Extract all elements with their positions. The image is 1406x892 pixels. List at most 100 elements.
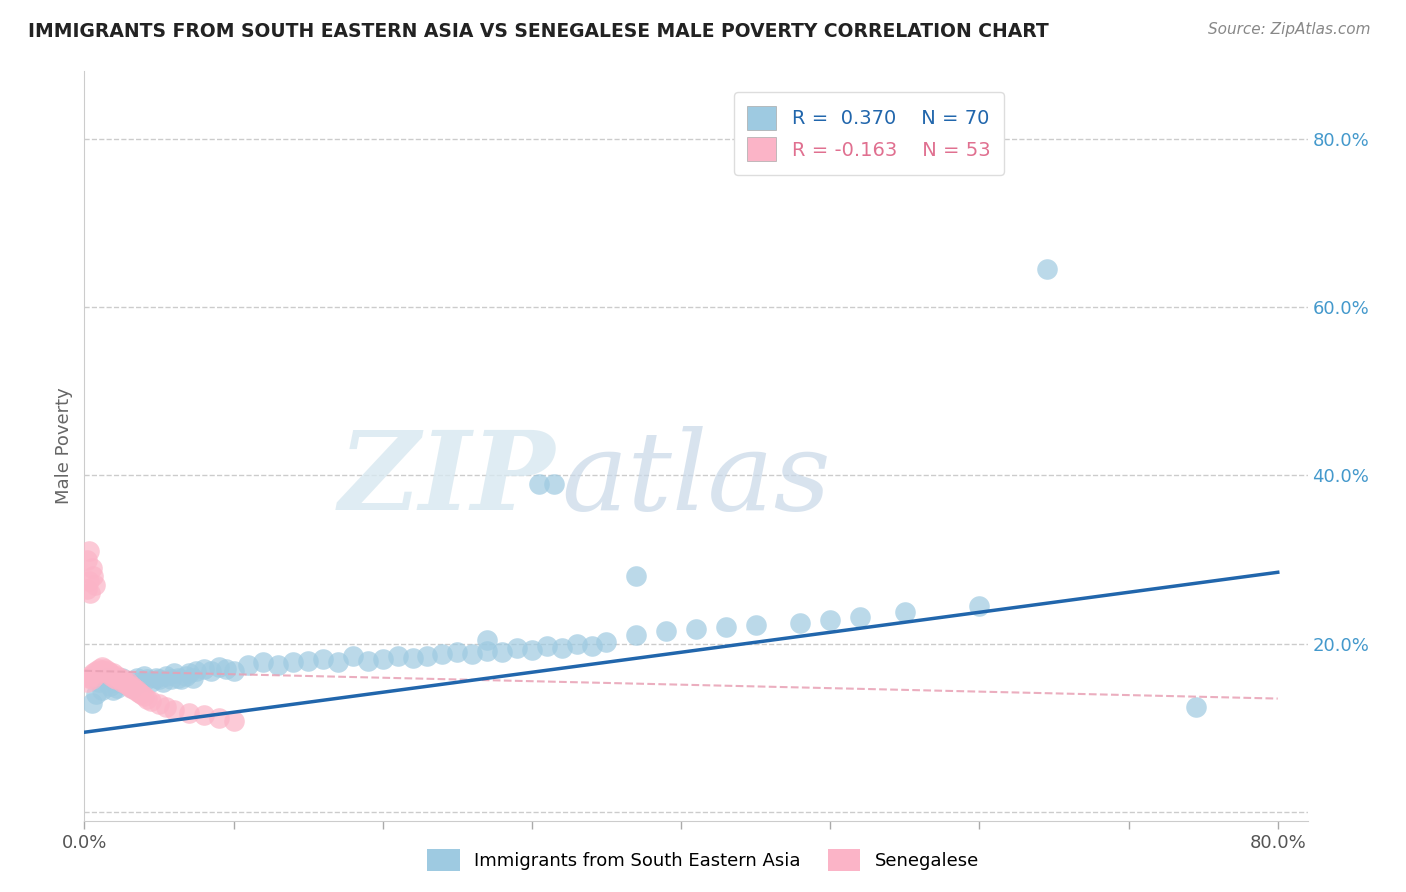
- Point: [100, 669, 122, 683]
- Point: [76, 674, 98, 689]
- Point: [121, 681, 143, 695]
- Point: [98, 679, 121, 693]
- Point: [297, 654, 319, 668]
- Point: [565, 637, 588, 651]
- Point: [520, 642, 543, 657]
- Point: [529, 476, 551, 491]
- Point: [416, 649, 439, 664]
- Point: [89, 662, 111, 676]
- Point: [103, 674, 125, 689]
- Point: [76, 552, 98, 566]
- Point: [79, 669, 101, 683]
- Point: [101, 683, 124, 698]
- Point: [207, 711, 229, 725]
- Y-axis label: Male Poverty: Male Poverty: [55, 388, 73, 504]
- Point: [83, 578, 105, 592]
- Point: [79, 586, 101, 600]
- Point: [141, 694, 163, 708]
- Point: [90, 664, 112, 678]
- Point: [155, 669, 177, 683]
- Point: [94, 662, 117, 676]
- Point: [551, 641, 574, 656]
- Point: [283, 656, 305, 670]
- Point: [84, 687, 107, 701]
- Point: [91, 660, 114, 674]
- Point: [89, 674, 111, 689]
- Point: [111, 671, 134, 685]
- Point: [118, 674, 141, 689]
- Point: [111, 674, 134, 689]
- Point: [136, 691, 159, 706]
- Text: Source: ZipAtlas.com: Source: ZipAtlas.com: [1208, 22, 1371, 37]
- Text: IMMIGRANTS FROM SOUTH EASTERN ASIA VS SENEGALESE MALE POVERTY CORRELATION CHART: IMMIGRANTS FROM SOUTH EASTERN ASIA VS SE…: [28, 22, 1049, 41]
- Point: [91, 683, 114, 698]
- Point: [163, 702, 186, 716]
- Point: [312, 652, 335, 666]
- Point: [167, 671, 190, 685]
- Point: [122, 681, 145, 695]
- Legend: Immigrants from South Eastern Asia, Senegalese: Immigrants from South Eastern Asia, Sene…: [420, 842, 986, 879]
- Point: [267, 657, 290, 672]
- Point: [357, 654, 380, 668]
- Point: [506, 641, 529, 656]
- Point: [105, 669, 128, 683]
- Point: [112, 672, 135, 686]
- Point: [117, 674, 139, 689]
- Point: [97, 664, 120, 678]
- Point: [849, 610, 872, 624]
- Point: [98, 666, 121, 681]
- Point: [108, 672, 131, 686]
- Point: [252, 656, 274, 670]
- Point: [475, 632, 498, 647]
- Point: [96, 671, 118, 685]
- Point: [200, 664, 222, 678]
- Point: [128, 686, 150, 700]
- Point: [177, 666, 200, 681]
- Point: [181, 671, 204, 685]
- Point: [77, 574, 100, 588]
- Point: [155, 700, 177, 714]
- Point: [186, 664, 208, 678]
- Point: [163, 666, 186, 681]
- Point: [129, 687, 152, 701]
- Point: [326, 656, 349, 670]
- Point: [222, 664, 245, 678]
- Point: [148, 698, 170, 712]
- Point: [401, 651, 423, 665]
- Point: [80, 561, 103, 575]
- Point: [491, 645, 513, 659]
- Point: [193, 708, 215, 723]
- Point: [818, 613, 841, 627]
- Point: [536, 639, 558, 653]
- Point: [114, 677, 136, 691]
- Text: ZIP: ZIP: [339, 426, 555, 533]
- Point: [115, 677, 138, 691]
- Point: [1035, 262, 1057, 277]
- Point: [136, 672, 159, 686]
- Point: [238, 657, 260, 672]
- Point: [152, 674, 174, 689]
- Text: atlas: atlas: [561, 426, 831, 533]
- Point: [461, 647, 484, 661]
- Point: [543, 476, 565, 491]
- Point: [101, 666, 124, 681]
- Point: [655, 624, 678, 639]
- Point: [170, 672, 193, 686]
- Point: [125, 671, 148, 685]
- Point: [174, 669, 197, 683]
- Point: [80, 672, 103, 686]
- Point: [371, 652, 394, 666]
- Point: [969, 599, 991, 613]
- Point: [132, 669, 155, 683]
- Point: [103, 671, 125, 685]
- Point: [446, 645, 468, 659]
- Point: [87, 666, 110, 681]
- Point: [744, 618, 766, 632]
- Point: [127, 685, 149, 699]
- Point: [125, 683, 148, 698]
- Point: [148, 672, 170, 686]
- Point: [475, 643, 498, 657]
- Point: [120, 681, 142, 695]
- Point: [107, 671, 129, 685]
- Point: [685, 622, 707, 636]
